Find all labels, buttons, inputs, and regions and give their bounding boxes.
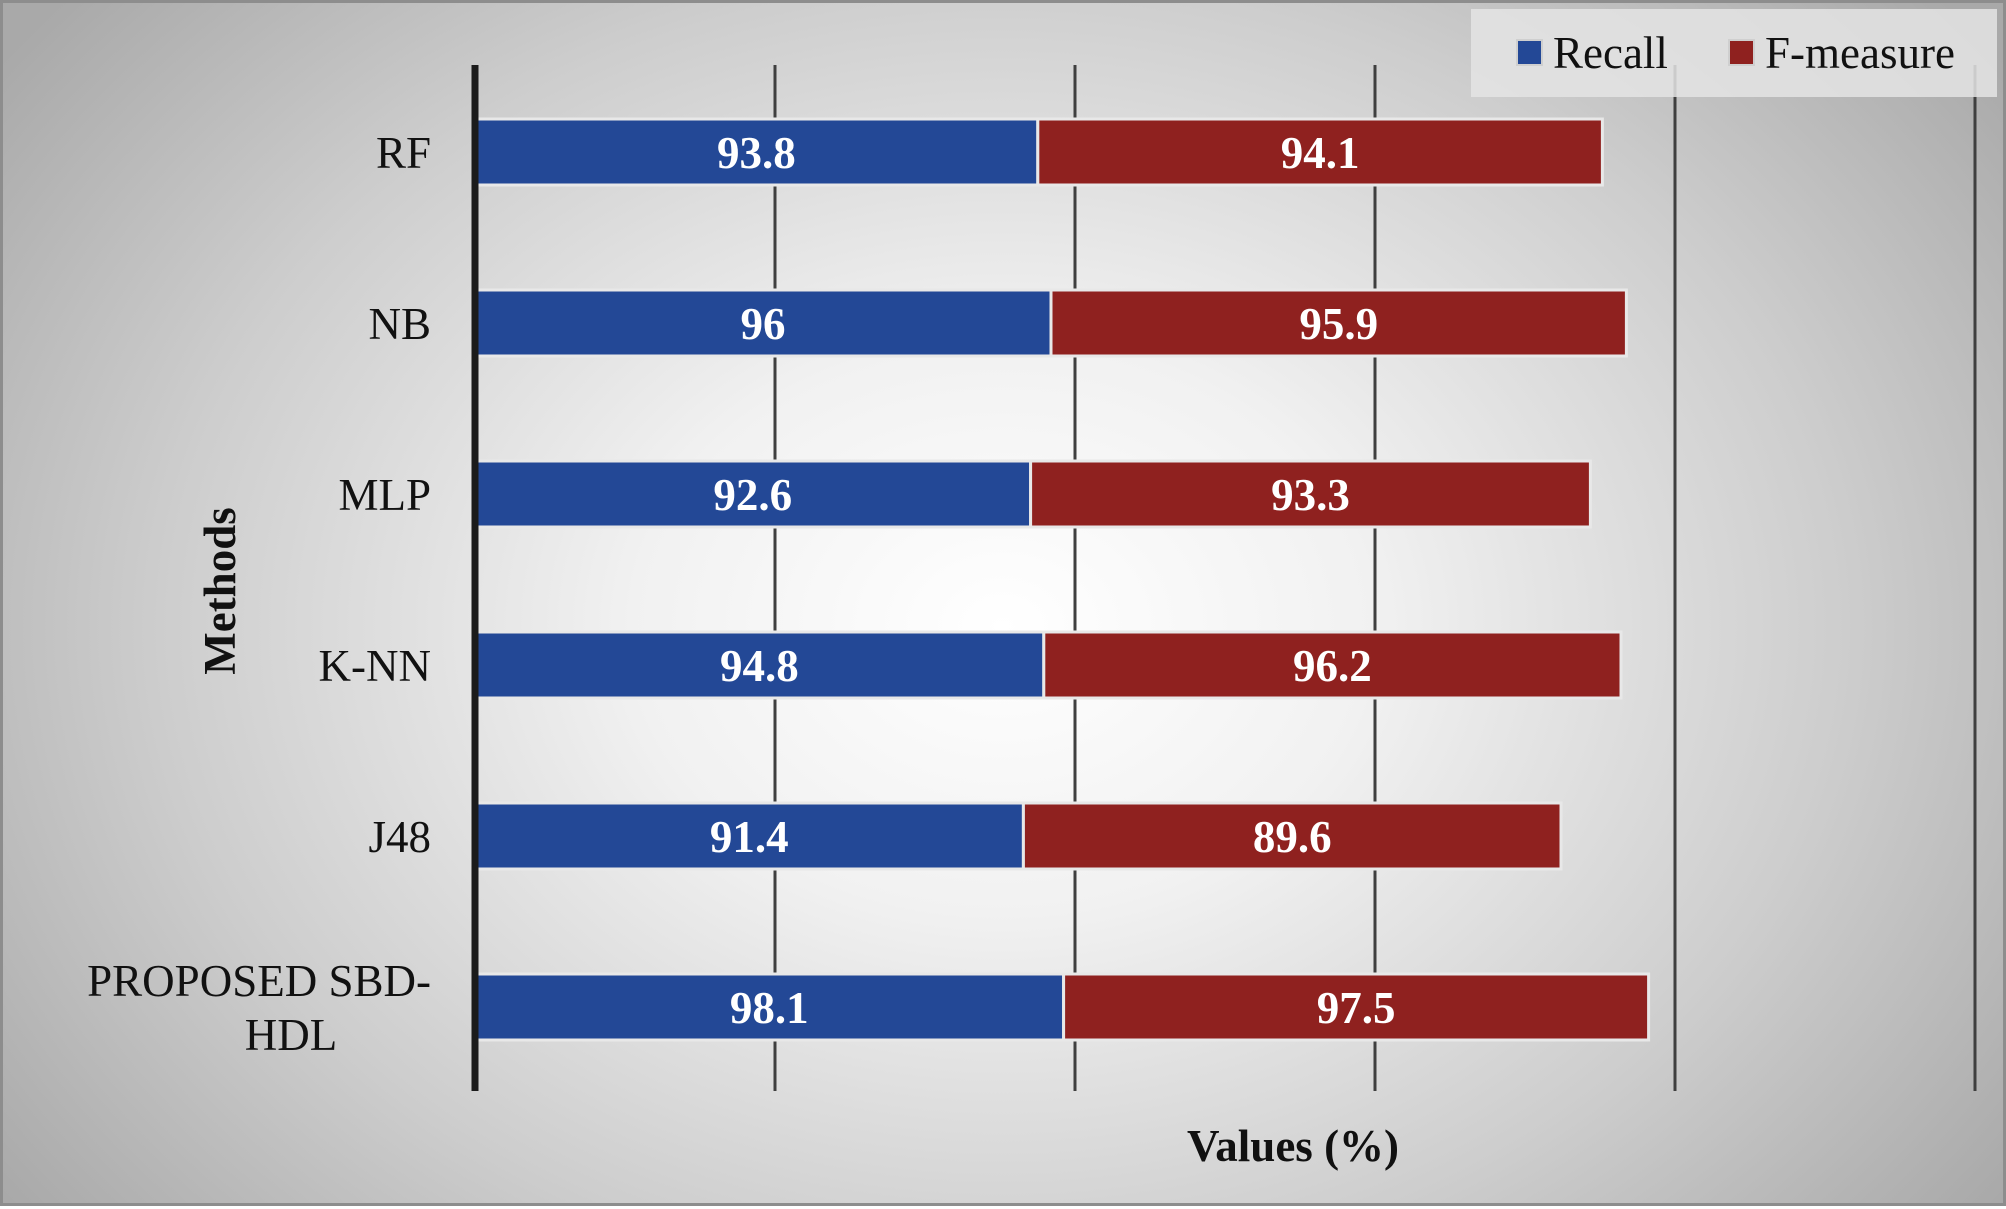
legend-label-f-measure: F-measure xyxy=(1765,28,1955,78)
bar-rf-f-measure xyxy=(1036,117,1604,187)
category-label-nb: NB xyxy=(368,299,431,349)
bar-k-nn-recall xyxy=(473,630,1046,700)
bar-proposed-sbd-hdl-f-measure xyxy=(1062,972,1651,1042)
data-label-nb-f-measure: 95.9 xyxy=(1299,299,1378,349)
data-label-k-nn-f-measure: 96.2 xyxy=(1293,641,1372,691)
bar-proposed-sbd-hdl-recall xyxy=(473,972,1066,1042)
bar-nb-f-measure xyxy=(1049,288,1628,358)
data-labels: 93.8 94.1 96 95.9 92.6 93.3 94.8 96.2 91.4 89.6 98… xyxy=(710,128,1396,1033)
bar-j48-recall xyxy=(473,801,1025,871)
data-label-mlp-recall: 92.6 xyxy=(713,470,792,520)
data-label-k-nn-recall: 94.8 xyxy=(720,641,799,691)
legend: Recall F-measure xyxy=(1471,9,1997,97)
bar-j48-f-measure xyxy=(1021,801,1563,871)
data-label-proposed-sbd-hdl-recall: 98.1 xyxy=(730,983,809,1033)
chart-svg: 93.8 94.1 96 95.9 92.6 93.3 94.8 96.2 91.4 89.6 98… xyxy=(87,9,1997,1171)
data-label-rf-f-measure: 94.1 xyxy=(1281,128,1360,178)
data-label-j48-f-measure: 89.6 xyxy=(1253,812,1332,862)
bar-rf-recall xyxy=(473,117,1040,187)
data-label-rf-recall: 93.8 xyxy=(717,128,796,178)
category-label-rf: RF xyxy=(376,128,431,178)
data-label-mlp-f-measure: 93.3 xyxy=(1271,470,1350,520)
category-label-proposed-sbd-hdl: PROPOSED SBD-HDL xyxy=(87,956,431,1060)
bar-nb-recall xyxy=(473,288,1053,358)
category-label-mlp: MLP xyxy=(338,470,431,520)
legend-swatch-recall xyxy=(1516,39,1543,66)
gridlines xyxy=(773,65,1977,1091)
category-labels: RF NB MLP K-NN J48 PROPOSED SBD-HDL xyxy=(87,128,431,1060)
data-label-proposed-sbd-hdl-f-measure: 97.5 xyxy=(1317,983,1396,1033)
category-label-k-nn: K-NN xyxy=(319,641,431,691)
bars xyxy=(473,117,1651,1042)
bar-mlp-recall xyxy=(473,459,1033,529)
category-label-j48: J48 xyxy=(368,812,431,862)
data-label-nb-recall: 96 xyxy=(741,299,786,349)
legend-label-recall: Recall xyxy=(1553,28,1668,78)
data-label-j48-recall: 91.4 xyxy=(710,812,789,862)
y-axis-title: Methods xyxy=(195,507,245,675)
bar-k-nn-f-measure xyxy=(1042,630,1623,700)
bar-mlp-f-measure xyxy=(1029,459,1592,529)
legend-swatch-f-measure xyxy=(1728,39,1755,66)
x-axis-title: Values (%) xyxy=(1187,1121,1399,1171)
